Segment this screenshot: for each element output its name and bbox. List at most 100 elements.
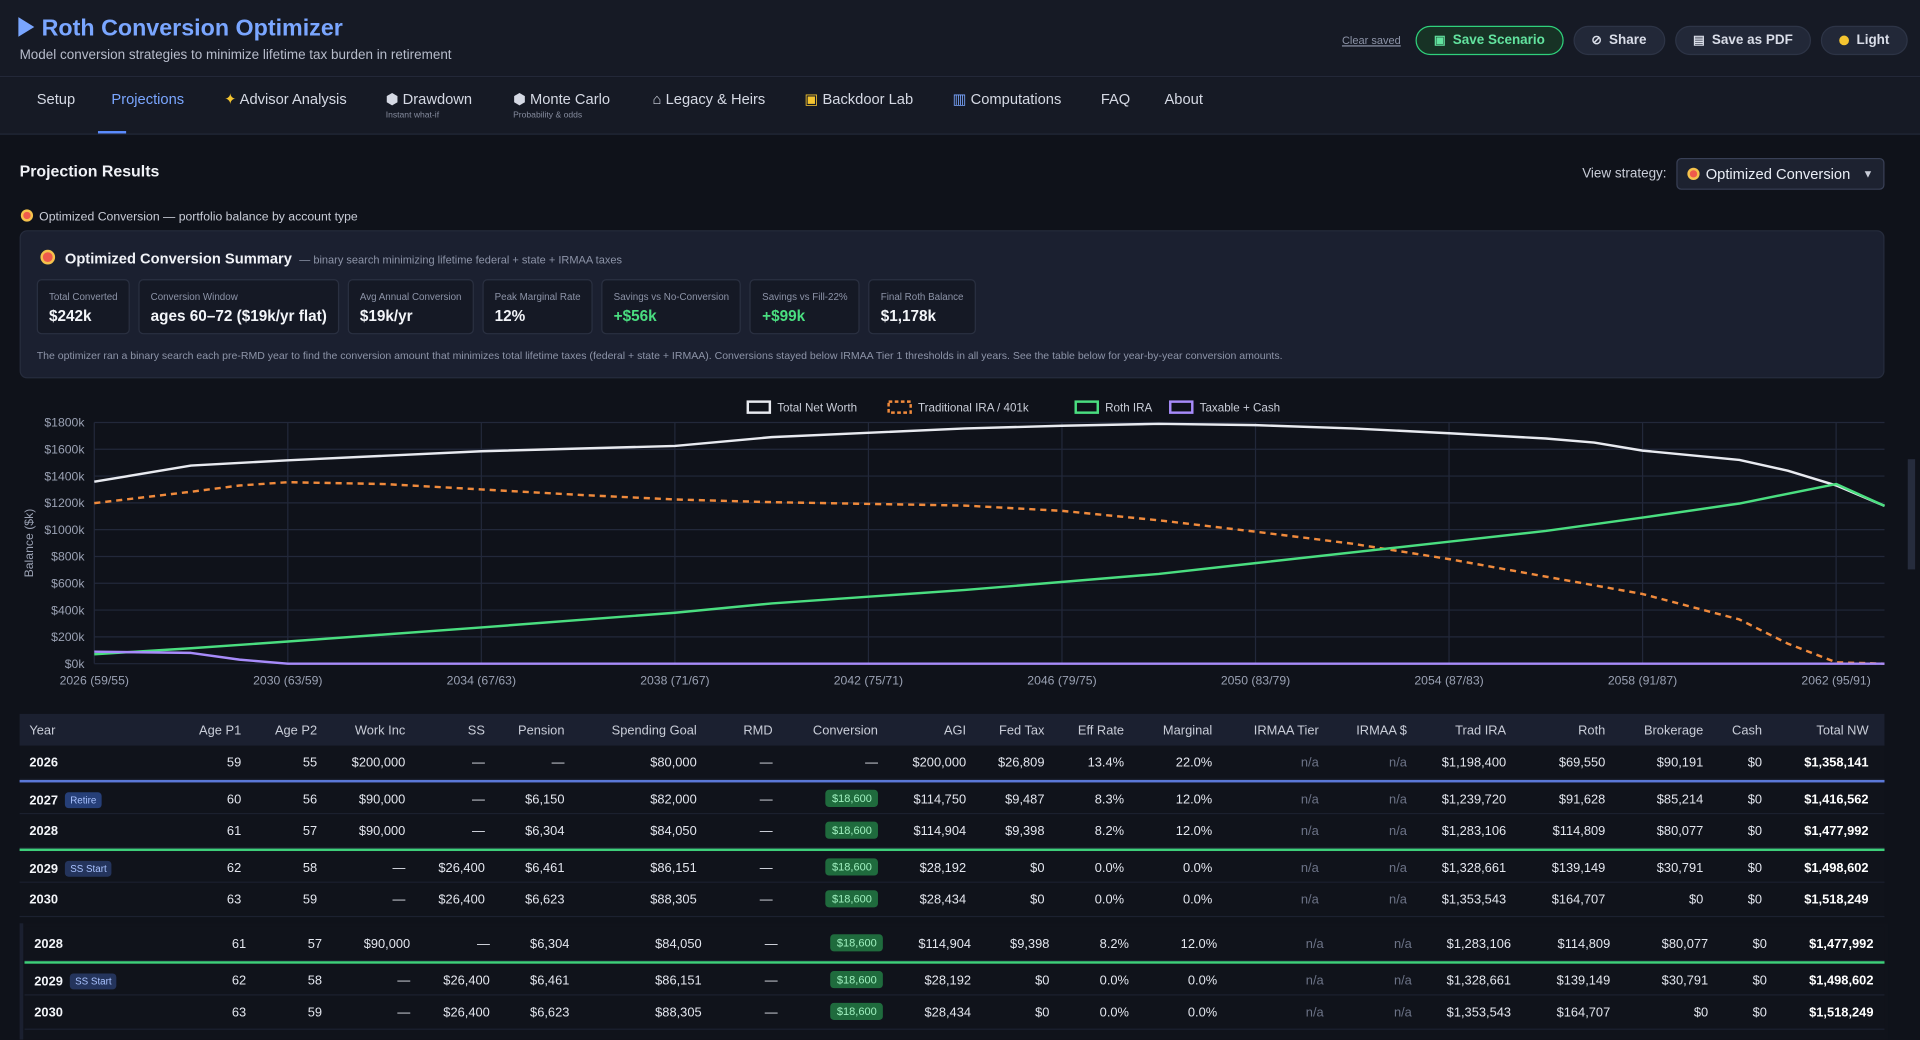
- summary-title: Optimized Conversion Summary — binary sea…: [40, 249, 622, 267]
- conversion-cell: $18,600: [825, 789, 878, 807]
- column-header[interactable]: Trad IRA: [1455, 723, 1507, 739]
- tab-label: ⌂ Legacy & Heirs: [653, 91, 766, 108]
- series-line: [94, 422, 1885, 507]
- page-scrollbar[interactable]: [1907, 459, 1916, 570]
- table-row[interactable]: 2029 SS Start 62 58 — $26,400 $6,461 $86,151 — $1…: [19, 848, 1885, 883]
- summary-cards: Total Converted $242k Conversion Window age…: [36, 279, 976, 335]
- fed-cell: $26,809: [998, 755, 1045, 771]
- agi-cell: $114,904: [918, 936, 972, 952]
- brok-cell: $0: [1688, 892, 1704, 908]
- column-header[interactable]: Marginal: [1162, 723, 1213, 739]
- link-icon: ⊘: [1591, 33, 1602, 48]
- table-row[interactable]: 2027 Retire 60 56 $90,000 — $6,150 $82,000 — $18,…: [19, 780, 1885, 815]
- work-cell: —: [392, 892, 406, 908]
- trad-cell: $1,353,543: [1446, 1005, 1512, 1021]
- table-row[interactable]: 2028 61 57 $90,000 — $6,304 $84,050 — $18,600 $11…: [24, 926, 1885, 962]
- brok-cell: $80,077: [1656, 824, 1704, 839]
- summary-card-value: 12%: [494, 307, 526, 325]
- column-header[interactable]: RMD: [743, 723, 773, 739]
- cash-cell: $0: [1747, 892, 1763, 908]
- save-pdf-button[interactable]: ▤ Save as PDF: [1674, 25, 1812, 56]
- tier-cell: n/a: [1305, 973, 1324, 989]
- summary-card-label: Final Roth Balance: [880, 291, 964, 303]
- year-value: 2028: [34, 936, 63, 952]
- table-row[interactable]: 2028 61 57 $90,000 — $6,304 $84,050 — $18,600 $11…: [19, 814, 1885, 849]
- summary-footnote: The optimizer ran a binary search each p…: [36, 348, 1283, 362]
- cash-cell: $0: [1747, 755, 1763, 771]
- y-tick-label: $1200k: [44, 496, 85, 510]
- tab-label: FAQ: [1100, 90, 1131, 108]
- column-header[interactable]: Roth: [1578, 723, 1606, 739]
- spend-cell: $88,305: [650, 892, 697, 908]
- column-header[interactable]: Work Inc: [354, 723, 406, 739]
- table-row[interactable]: 2029 SS Start 62 58 — $26,400 $6,461 $86,151 — $1…: [24, 961, 1885, 996]
- y-tick-label: $1800k: [44, 416, 85, 430]
- view-strategy-select[interactable]: Optimized Conversion ▼: [1676, 157, 1885, 190]
- x-tick-label: 2042 (75/71): [834, 673, 903, 687]
- summary-card-value: $242k: [48, 307, 92, 325]
- eff-cell: 8.2%: [1094, 824, 1125, 839]
- column-header[interactable]: Spending Goal: [611, 723, 697, 739]
- irmaa-cell: n/a: [1389, 755, 1407, 771]
- table-row[interactable]: 2030 63 59 — $26,400 $6,623 $88,305 — $18,600 $28…: [19, 882, 1885, 918]
- column-header[interactable]: SS: [467, 723, 485, 739]
- summary-card: Savings vs Fill-22% +$99k: [749, 279, 860, 335]
- column-header[interactable]: Brokerage: [1643, 723, 1704, 739]
- summary-card-value: $19k/yr: [359, 307, 413, 325]
- y-axis-label: Balance ($k): [22, 509, 36, 578]
- rmd-cell: —: [759, 860, 773, 876]
- column-header[interactable]: Eff Rate: [1077, 723, 1125, 739]
- column-header[interactable]: Conversion: [812, 723, 878, 739]
- marg-cell: 0.0%: [1182, 860, 1213, 876]
- rmd-cell: —: [759, 755, 773, 771]
- table-row[interactable]: 2030 63 59 — $26,400 $6,623 $88,305 — $18,600 $28…: [24, 995, 1885, 1030]
- fed-cell: $0: [1030, 860, 1045, 876]
- conversion-pill: $18,600: [830, 971, 883, 989]
- milestone-badge: SS Start: [65, 860, 112, 877]
- column-header[interactable]: Age P1: [199, 723, 242, 739]
- play-icon: [18, 17, 35, 37]
- summary-card-value: $1,178k: [880, 307, 937, 325]
- y-tick-label: $1600k: [44, 443, 85, 457]
- tab-sublabel: Probability & odds: [513, 111, 583, 121]
- x-tick-label: 2038 (71/67): [640, 673, 709, 687]
- column-header[interactable]: Age P2: [274, 723, 318, 739]
- work-cell: —: [397, 973, 411, 989]
- trad-cell: $1,328,661: [1446, 973, 1512, 989]
- nw-cell: $1,498,602: [1809, 973, 1874, 989]
- ss-cell: —: [472, 792, 485, 807]
- light-mode-button[interactable]: Light: [1820, 25, 1908, 56]
- tier-cell: n/a: [1305, 936, 1324, 952]
- view-strategy-control: View strategy: Optimized Conversion ▼: [1582, 157, 1885, 190]
- bar-chart-icon: ▥: [952, 90, 967, 108]
- marg-cell: 12.0%: [1175, 824, 1213, 839]
- nw-cell: $1,518,249: [1804, 892, 1869, 908]
- column-header[interactable]: Fed Tax: [998, 723, 1045, 739]
- conversion-cell: $18,600: [830, 1002, 883, 1021]
- rmd-cell: —: [764, 936, 778, 952]
- summary-card: Final Roth Balance $1,178k: [868, 279, 976, 335]
- column-header[interactable]: Pension: [518, 723, 565, 739]
- summary-card-label: Savings vs No-Conversion: [613, 291, 730, 303]
- column-header[interactable]: IRMAA $: [1356, 723, 1407, 739]
- active-tab-indicator: [97, 131, 127, 134]
- column-header[interactable]: Year: [29, 723, 56, 739]
- rmd-cell: —: [764, 973, 778, 989]
- conv-cell: —: [865, 755, 878, 771]
- column-header[interactable]: Total NW: [1816, 723, 1869, 739]
- column-header[interactable]: Cash: [1732, 723, 1763, 739]
- clear-saved-link[interactable]: Clear saved: [1341, 34, 1401, 47]
- eff-cell: 8.2%: [1099, 936, 1129, 952]
- nw-cell: $1,477,992: [1804, 824, 1869, 839]
- summary-card-value: +$99k: [762, 307, 806, 325]
- share-button[interactable]: ⊘ Share: [1573, 25, 1665, 56]
- disk-icon: ▣: [1433, 33, 1446, 48]
- work-cell: $90,000: [363, 936, 411, 952]
- column-header[interactable]: AGI: [943, 723, 967, 739]
- save-scenario-button[interactable]: ▣ Save Scenario: [1415, 25, 1564, 56]
- brok-cell: $30,791: [1656, 860, 1704, 876]
- table-row[interactable]: 2026 59 55 $200,000 — — $80,000 — — $200,000 $26,8…: [19, 745, 1885, 781]
- target-icon: [1687, 167, 1700, 181]
- column-header[interactable]: IRMAA Tier: [1253, 723, 1319, 739]
- conversion-pill: $18,600: [825, 890, 878, 908]
